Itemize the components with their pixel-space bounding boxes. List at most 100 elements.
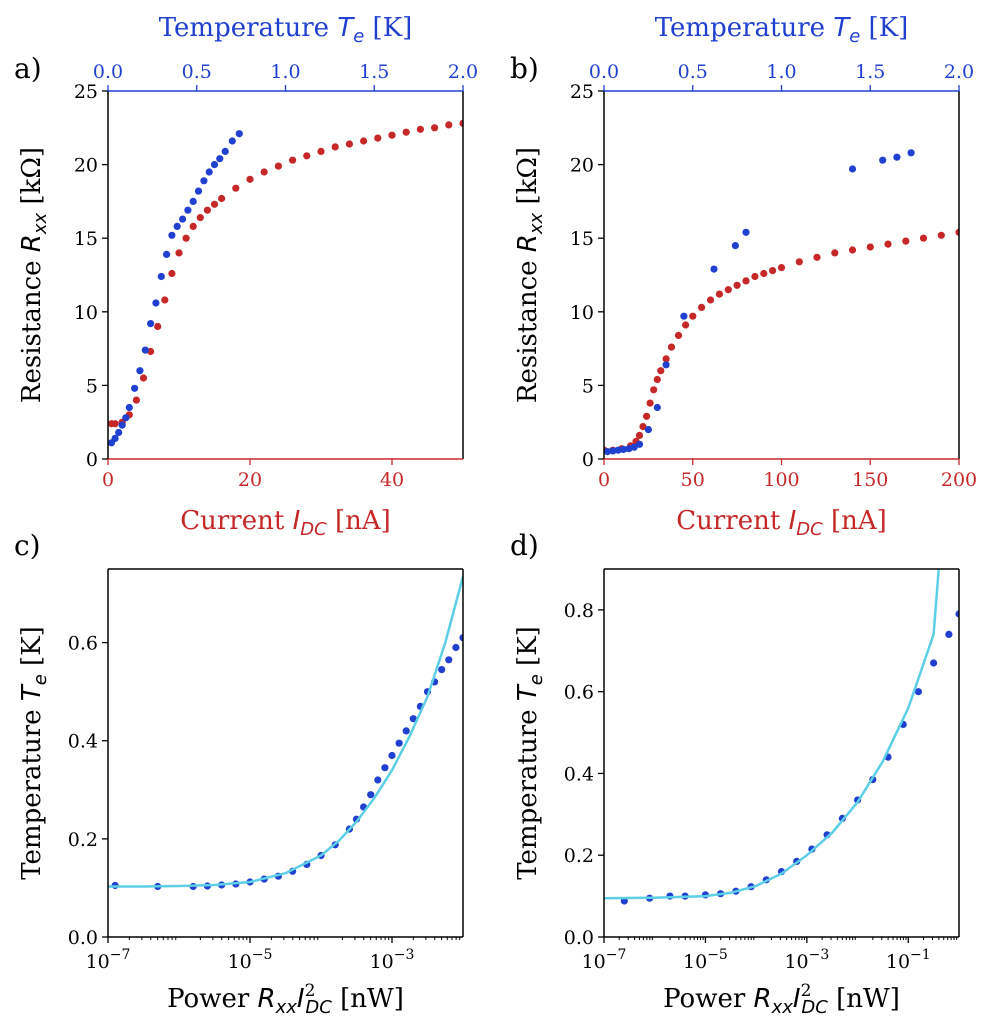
data-point (907, 149, 915, 157)
data-point (203, 206, 211, 214)
data-point (367, 791, 375, 799)
top-tick-label: 2.0 (448, 61, 478, 83)
panel-label: b) (510, 52, 539, 85)
top-tick-label: 0.5 (678, 61, 708, 83)
data-point (667, 343, 676, 351)
data-point (639, 423, 647, 431)
data-point (111, 434, 119, 442)
top-tick-label: 1.0 (270, 61, 300, 83)
data-point (274, 162, 282, 170)
data-point (879, 156, 887, 164)
top-tick-label: 1.5 (359, 61, 389, 83)
data-point (919, 234, 928, 242)
data-point (115, 428, 123, 437)
top-tick-label: 2.0 (944, 61, 974, 83)
data-point (680, 312, 688, 320)
x-tick-label: 10−5 (683, 947, 728, 973)
y-tick-label: 15 (74, 228, 98, 250)
data-point (445, 121, 453, 129)
data-point (742, 228, 750, 236)
top-axis-label: Temperature Te [K] (655, 13, 909, 47)
data-point (374, 776, 382, 784)
data-point (360, 137, 368, 145)
data-point (698, 303, 706, 311)
data-point (459, 119, 463, 127)
data-point (438, 666, 446, 674)
data-point (409, 715, 417, 723)
data-point (168, 231, 176, 239)
data-point (674, 331, 683, 339)
panel-label: d) (510, 529, 539, 562)
data-point (902, 237, 910, 245)
y-tick-label: 0.0 (564, 927, 594, 949)
data-point (884, 240, 892, 248)
data-point (955, 610, 959, 618)
fit-line (604, 569, 940, 900)
data-point (604, 448, 612, 456)
y-tick-label: 10 (570, 302, 594, 324)
data-point (182, 234, 190, 242)
data-point (216, 155, 224, 163)
y-axis-label: Temperature Te [K] (513, 626, 547, 880)
data-point (644, 426, 653, 434)
data-point (228, 137, 236, 145)
x-tick-label: 10−5 (228, 947, 273, 973)
x-tick-label: 0 (102, 469, 114, 491)
y-tick-label: 0.8 (564, 600, 594, 622)
data-point (131, 384, 139, 392)
top-tick-label: 1.5 (855, 61, 885, 83)
panel-label: a) (14, 52, 42, 85)
x-axis-label: Power RxxI2 DC [nW] (167, 981, 404, 1018)
data-point (132, 396, 140, 404)
data-point (731, 242, 740, 250)
data-point (154, 322, 162, 331)
y-tick-label: 0 (86, 449, 98, 471)
data-point (260, 168, 268, 176)
y-tick-label: 15 (570, 228, 594, 250)
data-point (614, 446, 622, 454)
data-point (395, 739, 403, 747)
data-point (111, 420, 119, 428)
data-point (175, 249, 183, 257)
panel-c: c) 0.0 0.2 0.4 0.6 10−7 10−5 10−3 Power RxxI2 DC … (14, 529, 464, 1018)
data-point (769, 267, 777, 275)
x-tick-label: 0 (598, 469, 610, 491)
data-point (232, 184, 240, 192)
y-tick-label: 25 (570, 81, 594, 103)
data-point (715, 290, 724, 298)
data-point (194, 187, 203, 195)
data-point (653, 375, 661, 384)
x-axis-label: Current IDC [nA] (180, 506, 391, 540)
data-point (246, 175, 254, 183)
y-tick-label: 0.2 (564, 845, 594, 867)
data-point (179, 215, 187, 223)
data-point (205, 168, 213, 176)
data-point (147, 320, 155, 328)
data-point (141, 346, 149, 354)
data-point (760, 269, 768, 278)
data-point (210, 200, 219, 208)
data-point (459, 634, 463, 642)
data-layer (604, 149, 959, 456)
x-axis-label: Current IDC [nA] (676, 506, 887, 540)
data-layer (108, 576, 463, 891)
data-point (303, 152, 311, 160)
top-tick-label: 0.5 (182, 61, 212, 83)
y-tick-label: 0.6 (564, 682, 594, 704)
data-point (122, 414, 130, 422)
x-tick-label: 10−1 (886, 947, 931, 973)
data-point (235, 130, 243, 138)
data-point (733, 281, 741, 289)
fit-line (108, 576, 463, 888)
data-point (331, 143, 339, 151)
data-point (157, 272, 165, 281)
top-tick-label: 1.0 (766, 61, 796, 83)
data-point (431, 124, 439, 132)
data-point (402, 727, 410, 735)
y-tick-label: 10 (74, 302, 98, 324)
top-axis-label: Temperature Te [K] (159, 13, 413, 47)
y-tick-label: 0.0 (68, 927, 98, 949)
data-point (402, 128, 410, 136)
y-tick-label: 20 (74, 155, 98, 177)
data-point (795, 258, 803, 266)
